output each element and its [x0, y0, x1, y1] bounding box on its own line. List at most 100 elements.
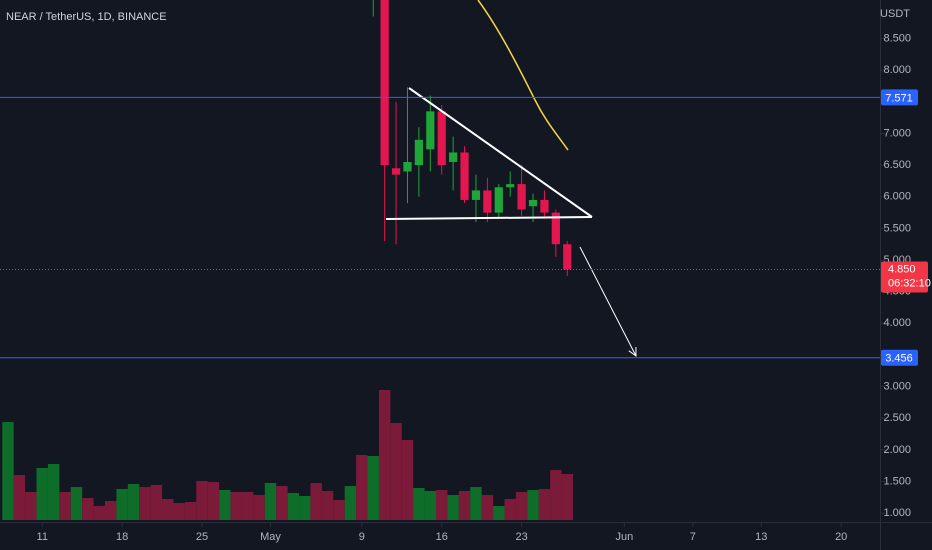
x-tick-label: 13 [755, 531, 767, 543]
y-tick-label: 8.000 [883, 64, 911, 76]
level-label: 3.456 [885, 353, 913, 365]
x-tick-label: May [260, 531, 281, 543]
volume-bar [82, 498, 94, 520]
volume-bar [367, 456, 379, 520]
countdown-label: 06:32:10 [888, 277, 931, 289]
x-tick-label: 18 [116, 531, 128, 543]
volume-bar [538, 489, 551, 520]
candle-body [506, 184, 515, 188]
level-label-box [881, 89, 918, 106]
volume-bar [470, 487, 482, 520]
arrow [579, 246, 636, 356]
x-tick-label: 11 [37, 531, 48, 543]
last-price-label: 4.850 [888, 263, 916, 275]
pattern-drawing [385, 87, 636, 356]
axis-unit: USDT [880, 8, 910, 20]
volume-bar [2, 422, 14, 520]
volume-bar [550, 470, 562, 520]
volume-bar [561, 474, 573, 520]
volume-bar [139, 487, 151, 520]
last-price-box [881, 261, 928, 293]
volume-bar [515, 492, 528, 520]
candle-body [483, 190, 492, 213]
volume-bar [93, 506, 106, 520]
volume-bar [276, 486, 288, 520]
candle-body [414, 139, 423, 166]
volume-bar [378, 390, 391, 520]
volume-bar [162, 499, 174, 520]
volume-bar [287, 493, 300, 520]
volume-bar [504, 499, 516, 520]
y-tick-label: 4.000 [883, 317, 911, 329]
x-tick-label: 16 [436, 531, 448, 543]
candle-body [403, 161, 412, 172]
volume-bar [196, 481, 208, 520]
volume-bar [241, 492, 254, 520]
chart-title: NEAR / TetherUS, 1D, BINANCE [6, 11, 167, 23]
candle-body [391, 168, 401, 175]
volume-bar [401, 440, 414, 520]
x-tick-label: 7 [690, 531, 696, 543]
volume-bar [230, 492, 242, 520]
candle-body [471, 190, 481, 200]
volume-bar [25, 492, 37, 520]
volume-bar [59, 492, 71, 520]
trendline [408, 87, 593, 218]
y-tick-label: 6.000 [883, 191, 911, 203]
volume-bar [447, 495, 459, 520]
y-tick-label: 8.500 [883, 33, 911, 45]
volume-bar [344, 486, 357, 520]
volume-bar [481, 495, 494, 520]
volume-bar [299, 496, 311, 520]
y-tick-label: 1.500 [883, 475, 911, 487]
volume-bar [253, 495, 265, 520]
volume-bar [264, 483, 277, 520]
volume-bar [321, 491, 334, 520]
volume-bar [105, 501, 117, 520]
volume-bar [127, 484, 140, 520]
x-tick-label: Jun [615, 531, 633, 543]
candle-body [540, 199, 549, 213]
y-tick-label: 6.500 [883, 159, 911, 171]
volume-bar [527, 490, 539, 520]
y-tick-label: 2.000 [883, 444, 911, 456]
candle-layer [372, 0, 572, 276]
volume-bar [333, 500, 345, 520]
level-label-box [881, 349, 918, 366]
volume-bar [36, 468, 48, 520]
volume-bar [413, 488, 425, 520]
volume-bar [184, 502, 197, 520]
candle-body [517, 184, 526, 210]
x-tick-label: 20 [835, 531, 847, 543]
volume-bar [47, 464, 60, 520]
y-tick-label: 5.500 [883, 222, 911, 234]
candle-body [551, 212, 560, 245]
trendline [385, 216, 593, 220]
candle-body [380, 0, 389, 166]
volume-bar [70, 487, 83, 520]
y-tick-label: 3.000 [883, 381, 911, 393]
candle-body [426, 111, 435, 150]
volume-bar [207, 482, 220, 520]
candle-body [528, 199, 538, 207]
volume-bar [13, 475, 26, 520]
candle-body [563, 244, 572, 270]
x-tick-label: 25 [196, 531, 208, 543]
volume-bar [116, 489, 128, 520]
volume-bar [173, 503, 185, 520]
volume-bar [150, 485, 163, 520]
volume-bar [310, 483, 322, 520]
candle-body [449, 152, 458, 162]
candle-body [460, 152, 469, 200]
volume-bar [356, 455, 368, 520]
volume-bar [458, 491, 471, 520]
y-tick-label: 1.000 [883, 507, 911, 519]
volume-bar [390, 423, 402, 520]
y-tick-label: 2.500 [883, 412, 911, 424]
candle-body [437, 111, 446, 166]
volume-bar [424, 491, 437, 520]
volume-bar [436, 490, 448, 520]
volume-bar [493, 506, 505, 520]
